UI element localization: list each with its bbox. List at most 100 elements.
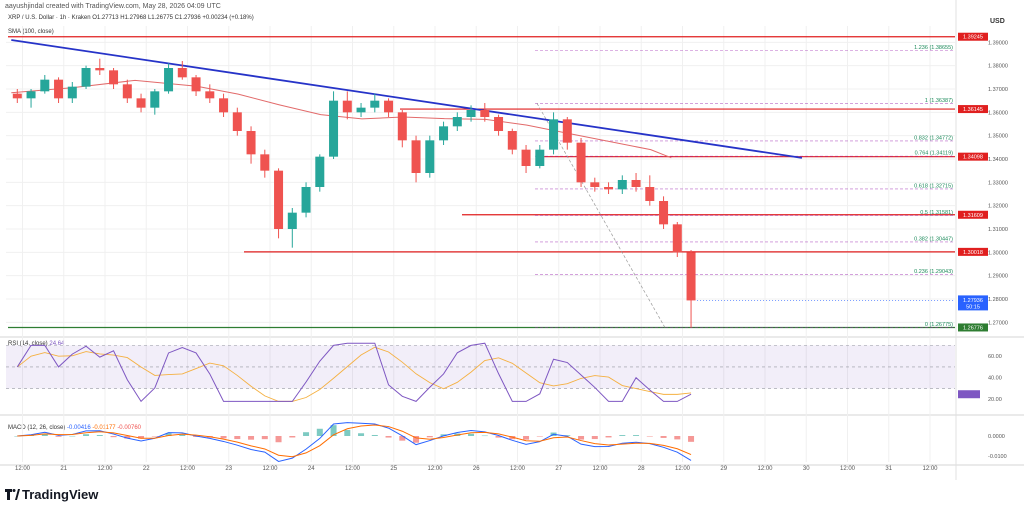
trend-line [11,39,803,159]
fibonacci-level-label: 1 (1.36387) [925,98,953,104]
macd-histogram-bar [261,436,268,440]
macd-histogram-bar [344,429,351,436]
time-tick-label: 29 [720,466,727,472]
candle-body [260,154,270,171]
price-tick-label: 1.39000 [988,40,1008,46]
level-price-label: 1.36145 [963,107,983,113]
rsi-line [16,342,692,403]
candle-body [136,98,146,108]
rsi-legend-value: 24.64 [49,341,65,347]
level-price-badge [958,210,988,219]
macd-histogram-bar [303,432,310,436]
symbol-legend[interactable]: XRP / U.S. Dollar · 1h · Kraken O1.27713… [8,15,254,21]
time-tick-label: 26 [473,466,480,472]
macd-histogram-bar [688,436,695,442]
candle-body [521,149,531,166]
level-price-label: 1.30018 [963,250,983,256]
sma-line [11,79,672,159]
candle-body [95,68,105,71]
candle-body [604,187,614,190]
candle-body [329,100,339,157]
candle-body [26,91,36,99]
macd-tick-label: -0.0100 [988,454,1007,460]
time-tick-label: 28 [638,466,645,472]
candle-body [150,91,160,108]
current-price-badge [958,295,988,311]
candle-body [315,156,325,187]
candle-body [549,119,559,150]
macd-histogram-bar [660,436,667,438]
candle-body [164,68,174,92]
macd-value-1: -0.00416 [67,425,91,431]
candle-body [535,149,545,166]
fibonacci-level-label: 0.382 (1.30447) [914,236,953,242]
fibonacci-level-label: 0.832 (1.34772) [914,135,953,141]
rsi-tick-label: 40.00 [988,376,1002,382]
macd-histogram-bar [83,434,90,436]
candle-body [370,100,380,108]
currency-label: USD [990,18,1005,25]
price-tick-label: 1.28000 [988,297,1008,303]
macd-histogram-bar [330,425,337,436]
macd-histogram-bar [495,436,502,438]
candle-body [672,224,682,253]
price-tick-label: 1.34000 [988,157,1008,163]
candle-body [425,140,435,173]
macd-histogram-bar [234,436,241,440]
macd-histogram-bar [564,435,571,436]
level-price-label: 1.39245 [963,35,983,41]
sma-legend[interactable]: SMA (100, close) [8,29,54,35]
time-tick-label: 30 [803,466,810,472]
level-price-badge [958,323,988,332]
time-tick-label: 12:00 [757,466,773,472]
candle-body [219,98,229,113]
candle-body [507,131,517,150]
rsi-value-badge [958,390,980,399]
macd-histogram-bar [151,436,158,437]
candle-body [177,68,187,78]
candle-body [67,86,77,99]
macd-histogram-bar [619,435,626,436]
price-tick-label: 1.27000 [988,320,1008,326]
candle-body [12,93,22,99]
rsi-legend[interactable]: RSI (14, close) 24.64 [8,341,64,347]
macd-histogram-bar [179,434,186,436]
candle-body [452,117,462,127]
level-price-badge [958,152,988,161]
macd-histogram-bar [220,436,227,439]
time-tick-label: 24 [308,466,315,472]
rsi-tick-label: 60.00 [988,354,1002,360]
candle-body [54,79,64,99]
macd-histogram-bar [55,436,62,437]
macd-histogram-bar [674,436,681,440]
candle-body [480,110,490,117]
candle-body [686,252,696,301]
candle-body [246,131,256,155]
level-price-badge [958,105,988,114]
candle-body [342,100,352,113]
brand-name: TradingView [22,487,99,502]
macd-histogram-bar [578,436,585,440]
level-price-badge [958,32,988,41]
time-tick-label: 25 [390,466,397,472]
macd-histogram-bar [248,436,255,440]
macd-histogram-bar [426,436,433,438]
macd-histogram-bar [440,434,447,436]
macd-histogram-bar [96,435,103,436]
candle-body [81,68,91,87]
candle-body [617,180,627,190]
countdown-label: 50:15 [966,304,980,310]
candle-body [191,77,201,92]
fibonacci-level-label: 0.5 (1.31581) [920,210,953,216]
time-tick-label: 12:00 [262,466,278,472]
macd-histogram-bar [371,434,378,436]
candle-body [466,110,476,117]
macd-histogram-bar [399,436,406,441]
macd-histogram-bar [633,435,640,436]
macd-legend[interactable]: MACD (12, 26, close) -0.00416 -0.01177 -… [8,425,141,431]
macd-histogram-bar [316,428,323,436]
macd-histogram-bar [536,436,543,437]
candle-body [494,117,504,131]
price-tick-label: 1.29000 [988,274,1008,280]
